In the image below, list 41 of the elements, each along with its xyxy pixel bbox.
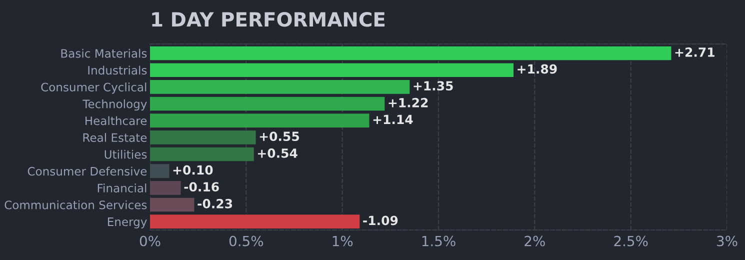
x-tick-label: 3% — [717, 236, 738, 246]
data-label: +1.22 — [388, 98, 428, 108]
bar — [150, 214, 360, 228]
x-tick-label: 2.5% — [614, 236, 648, 246]
data-label: -0.16 — [184, 182, 219, 192]
bar — [150, 96, 385, 111]
data-label: +1.89 — [518, 64, 557, 74]
bar — [150, 130, 256, 144]
data-label: +0.55 — [260, 132, 300, 142]
data-label: +1.14 — [373, 114, 413, 124]
data-label: -1.09 — [363, 216, 398, 226]
x-tick-label: 0.5% — [229, 236, 264, 246]
chart-title: 1 DAY PERFORMANCE — [152, 12, 385, 27]
y-tick-label: Utilities — [104, 150, 147, 159]
data-label: +1.35 — [414, 81, 453, 91]
bar — [150, 164, 170, 178]
bar — [150, 80, 410, 94]
x-tick-label: 1% — [332, 236, 353, 246]
y-tick-label: Technology — [82, 99, 147, 111]
bar — [150, 63, 514, 77]
y-tick-label: Communication Services — [4, 200, 147, 210]
data-label: +0.10 — [173, 165, 213, 175]
y-tick-label: Financial — [98, 184, 146, 192]
bar — [150, 181, 181, 195]
x-tick-label: 1.5% — [422, 236, 456, 246]
y-tick-label: Consumer Cyclical — [41, 82, 146, 94]
data-label: +2.71 — [675, 47, 714, 57]
bar — [150, 198, 194, 212]
data-label: -0.23 — [198, 198, 232, 208]
y-tick-label: Basic Materials — [61, 48, 147, 58]
data-label: +0.54 — [258, 148, 298, 158]
x-tick-label: 0% — [140, 236, 160, 246]
y-tick-label: Real Estate — [83, 133, 147, 142]
y-tick-label: Consumer Defensive — [28, 166, 147, 176]
y-tick-label: Healthcare — [86, 116, 147, 126]
x-tick-label: 2% — [524, 236, 545, 246]
bar — [150, 147, 254, 162]
bar — [150, 46, 672, 60]
bar — [150, 114, 370, 128]
y-tick-label: Industrials — [88, 66, 147, 75]
y-tick-label: Energy — [108, 218, 147, 228]
